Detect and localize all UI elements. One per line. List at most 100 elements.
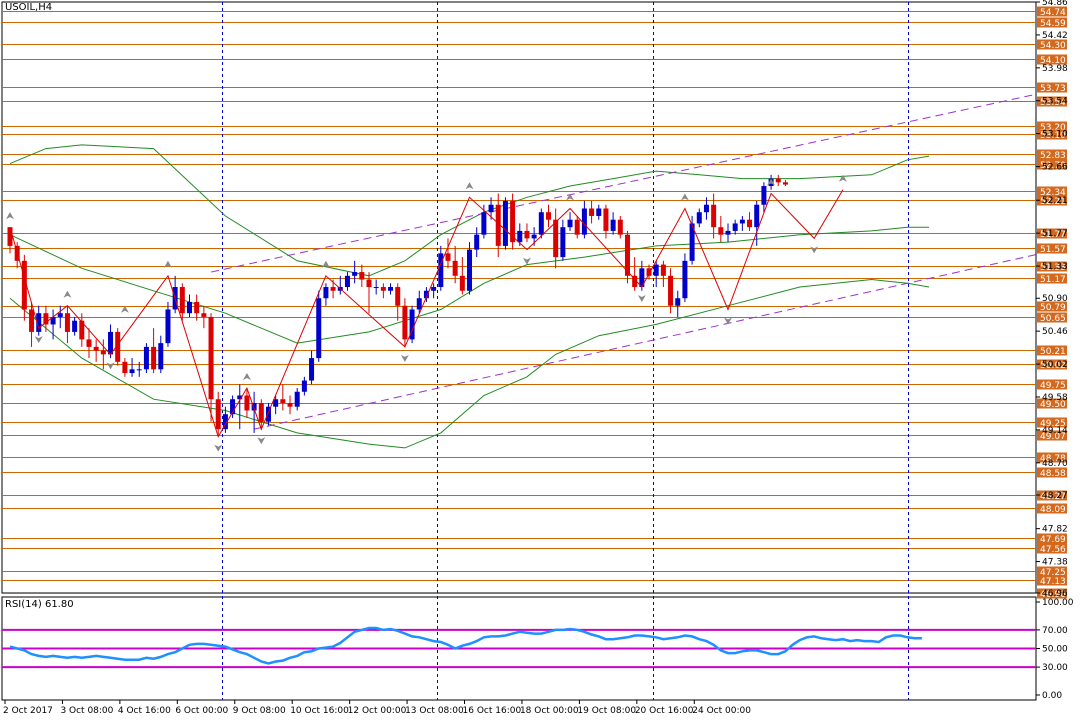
arrow-up-4 [242, 373, 251, 381]
time-tick-label-12: 24 Oct 00:00 [692, 706, 751, 716]
candle-body-11 [86, 339, 92, 347]
candle-body-53 [388, 287, 394, 291]
candle-body-56 [409, 309, 415, 340]
level-label-bg-12 [1037, 228, 1067, 239]
time-tick-label-7: 13 Oct 08:00 [405, 706, 464, 716]
candle-body-88 [639, 268, 645, 288]
level-label-bg-6 [1037, 121, 1067, 132]
candle-body-3 [29, 309, 35, 332]
candle-body-38 [280, 399, 286, 403]
candle-body-48 [352, 272, 358, 276]
candle-body-15 [115, 331, 121, 362]
time-tick-label-3: 6 Oct 00:00 [175, 706, 228, 716]
level-label-8: 52.83 [1040, 151, 1066, 161]
time-tick-label-1: 3 Oct 08:00 [60, 706, 113, 716]
level-label-11: 52.21 [1040, 197, 1066, 207]
candle-body-62 [452, 260, 458, 276]
arrow-down-0 [34, 336, 43, 344]
symbol-label: USOIL,H4 [5, 2, 53, 13]
level-label-bg-14 [1037, 261, 1067, 272]
price-tick-label-4: 53.10 [1042, 130, 1068, 140]
level-label-bg-13 [1037, 243, 1067, 254]
candle-body-10 [79, 320, 85, 340]
rsi-tick-label-1: 70.00 [1042, 626, 1068, 636]
level-label-22: 49.25 [1040, 419, 1066, 429]
candle-body-68 [495, 204, 501, 246]
arrow-down-4 [400, 354, 409, 362]
candle-body-0 [7, 227, 13, 246]
price-tick-label-18: 46.96 [1042, 589, 1068, 599]
candle-body-92 [668, 275, 674, 306]
candle-body-103 [747, 219, 753, 228]
bollinger-bands [9, 144, 930, 449]
arrow-up-8 [680, 193, 689, 201]
rsi-line [9, 626, 922, 665]
price-tick-label-6: 52.21 [1042, 196, 1068, 206]
level-label-bg-23 [1037, 430, 1067, 441]
candle-body-37 [273, 399, 279, 407]
candle-body-77 [560, 227, 566, 258]
level-label-2: 54.30 [1040, 41, 1066, 51]
candle-body-28 [208, 316, 214, 400]
level-label-16: 50.79 [1040, 303, 1066, 313]
candle-body-14 [108, 331, 114, 355]
candle-body-65 [474, 234, 480, 250]
candle-body-101 [732, 223, 738, 231]
level-label-29: 47.56 [1040, 545, 1066, 555]
candle-body-19 [143, 346, 149, 370]
level-label-bg-18 [1037, 345, 1067, 356]
level-label-bg-32 [1037, 588, 1067, 599]
candle-body-93 [675, 298, 681, 306]
level-label-7: 53.10 [1040, 131, 1066, 141]
candle-body-49 [359, 272, 365, 280]
rsi-tick-label-3: 30.00 [1042, 663, 1068, 673]
level-label-bg-3 [1037, 54, 1067, 65]
price-tick-label-1: 54.42 [1042, 31, 1068, 41]
candle-body-9 [72, 320, 78, 332]
arrow-up-10 [838, 174, 847, 182]
candle-body-84 [610, 219, 616, 231]
rsi-panel: 100.00 70.00 50.00 30.00 0.00 [2, 598, 1074, 701]
level-label-9: 52.70 [1040, 161, 1066, 171]
channel-upper-line [210, 93, 1037, 273]
time-tick-label-4: 9 Oct 08:00 [233, 706, 286, 716]
rsi-tick-label-2: 50.00 [1042, 645, 1068, 655]
candle-body-90 [653, 264, 659, 276]
zigzag-line [9, 189, 844, 438]
level-label-bg-26 [1037, 490, 1067, 501]
candle-body-70 [510, 200, 516, 243]
candle-body-100 [725, 230, 731, 235]
price-tick-label-3: 53.54 [1042, 97, 1068, 107]
candle-body-74 [538, 212, 544, 235]
arrow-down-6 [637, 295, 646, 303]
level-label-27: 48.09 [1040, 505, 1066, 515]
arrow-down-7 [724, 317, 732, 325]
candle-body-79 [574, 219, 580, 235]
level-label-3: 54.10 [1040, 56, 1066, 66]
candle-body-80 [581, 208, 587, 235]
candle-body-67 [488, 204, 494, 213]
candle-body-45 [330, 287, 336, 291]
candle-body-60 [438, 253, 444, 288]
price-tick-label-11: 50.02 [1042, 360, 1068, 370]
candle-body-24 [179, 287, 185, 314]
time-axis: 2 Oct 2017 3 Oct 08:00 4 Oct 16:00 6 Oct 00… [3, 700, 751, 716]
level-label-18: 50.21 [1040, 347, 1066, 357]
level-label-0: 54.74 [1040, 8, 1066, 18]
candle-body-96 [696, 212, 702, 224]
level-label-bg-4 [1037, 82, 1067, 93]
price-tick-label-13: 49.14 [1042, 426, 1068, 436]
arrow-up-2 [120, 305, 129, 313]
candle-body-2 [21, 260, 27, 310]
channel-lower-line [254, 254, 1037, 430]
price-tick-label-2: 53.98 [1042, 64, 1068, 74]
candle-body-47 [344, 275, 350, 288]
time-tick-label-9: 18 Oct 00:00 [520, 706, 579, 716]
arrow-up-1 [63, 290, 72, 298]
time-tick-label-5: 10 Oct 16:00 [290, 706, 349, 716]
candle-body-71 [517, 230, 523, 243]
arrow-up-6 [465, 182, 474, 190]
candle-body-105 [761, 186, 767, 205]
candle-body-86 [624, 234, 630, 276]
